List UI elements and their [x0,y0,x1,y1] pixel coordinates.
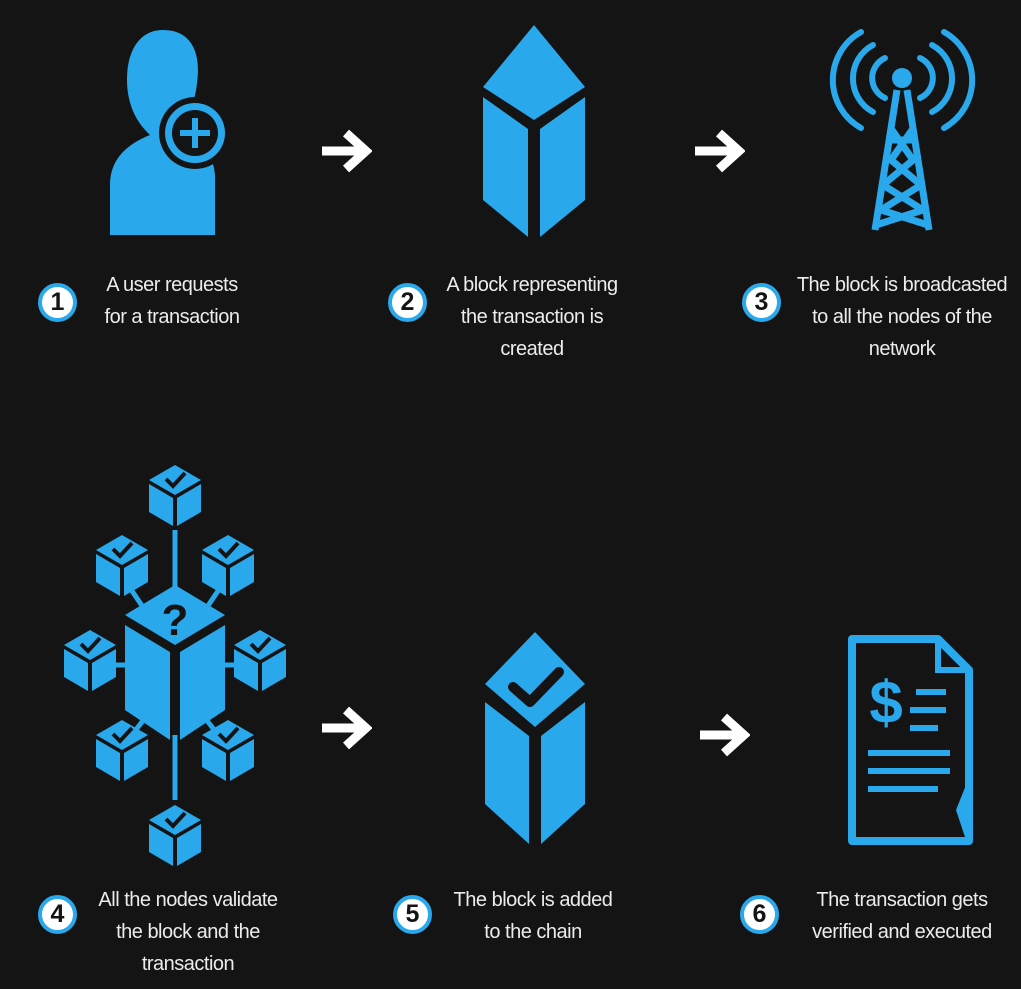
step-number-5: 5 [393,895,432,934]
arrow-right-icon [696,712,751,763]
arrow-right-icon [318,128,373,179]
user-add-icon [105,25,231,235]
caption-line: All the nodes validate [98,889,278,911]
caption-line: verified and executed [812,921,992,943]
step-number-6: 6 [740,895,779,934]
step-6-caption: The transaction gets verified and execut… [802,884,1002,948]
broadcast-tower-icon [829,20,976,235]
verified-block-icon [485,632,585,844]
step-5-caption: The block is added to the chain [445,884,621,948]
step-2-caption: A block representing the transaction is … [436,269,628,365]
caption-line: The block is broadcasted [796,274,1008,296]
svg-text:?: ? [162,596,189,645]
caption-line: The transaction gets [816,889,988,911]
caption-line: to all the nodes of the [812,306,992,328]
step-number-3: 3 [742,283,781,322]
node-network-icon: ? [60,455,290,875]
step-4-caption: All the nodes validate the block and the… [90,884,286,980]
caption-line: transaction [141,953,235,975]
step-1-caption: A user requests for a transaction [92,269,252,333]
caption-line: the transaction is [460,306,604,328]
arrow-right-icon [318,705,373,756]
step-number-1: 1 [38,283,77,322]
step-number-4: 4 [38,895,77,934]
caption-line: to the chain [484,921,582,943]
caption-line: network [868,338,936,360]
caption-line: the block and the [116,921,260,943]
caption-line: A block representing [446,274,618,296]
step-3-caption: The block is broadcasted to all the node… [792,269,1012,365]
document-dollar-icon: $ [848,635,973,845]
step-number-2: 2 [388,283,427,322]
caption-line: for a transaction [104,306,240,328]
svg-text:$: $ [869,669,902,736]
caption-line: created [500,338,564,360]
arrow-right-icon [691,128,746,179]
caption-line: The block is added [453,889,613,911]
caption-line: A user requests [106,274,238,296]
block-cube-icon [483,25,585,237]
